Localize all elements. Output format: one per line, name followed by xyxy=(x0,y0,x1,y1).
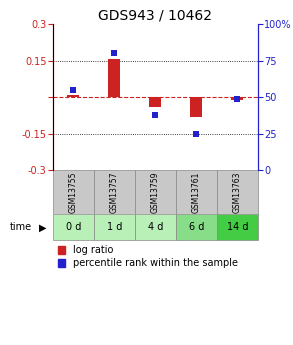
Point xyxy=(235,96,240,101)
Text: ▶: ▶ xyxy=(39,223,47,233)
Point xyxy=(194,131,199,136)
Bar xyxy=(176,214,217,240)
Bar xyxy=(53,214,94,240)
Bar xyxy=(217,170,258,214)
Text: 14 d: 14 d xyxy=(226,223,248,233)
Bar xyxy=(217,214,258,240)
Bar xyxy=(231,97,243,100)
Text: GSM13757: GSM13757 xyxy=(110,171,119,213)
Bar xyxy=(135,214,176,240)
Bar xyxy=(176,170,217,214)
Text: GSM13761: GSM13761 xyxy=(192,171,201,213)
Text: GSM13759: GSM13759 xyxy=(151,171,160,213)
Bar xyxy=(94,170,135,214)
Bar xyxy=(67,95,79,97)
Text: time: time xyxy=(10,223,32,233)
Bar xyxy=(149,97,161,107)
Title: GDS943 / 10462: GDS943 / 10462 xyxy=(98,9,212,23)
Bar xyxy=(190,97,202,117)
Legend: log ratio, percentile rank within the sample: log ratio, percentile rank within the sa… xyxy=(58,245,238,268)
Text: GSM13755: GSM13755 xyxy=(69,171,78,213)
Point xyxy=(112,51,117,56)
Text: 1 d: 1 d xyxy=(107,223,122,233)
Bar xyxy=(53,170,94,214)
Point xyxy=(71,87,76,92)
Text: 0 d: 0 d xyxy=(66,223,81,233)
Text: 4 d: 4 d xyxy=(148,223,163,233)
Point xyxy=(153,112,158,117)
Bar xyxy=(135,170,176,214)
Bar xyxy=(94,214,135,240)
Text: 6 d: 6 d xyxy=(189,223,204,233)
Bar xyxy=(108,59,120,97)
Text: GSM13763: GSM13763 xyxy=(233,171,242,213)
